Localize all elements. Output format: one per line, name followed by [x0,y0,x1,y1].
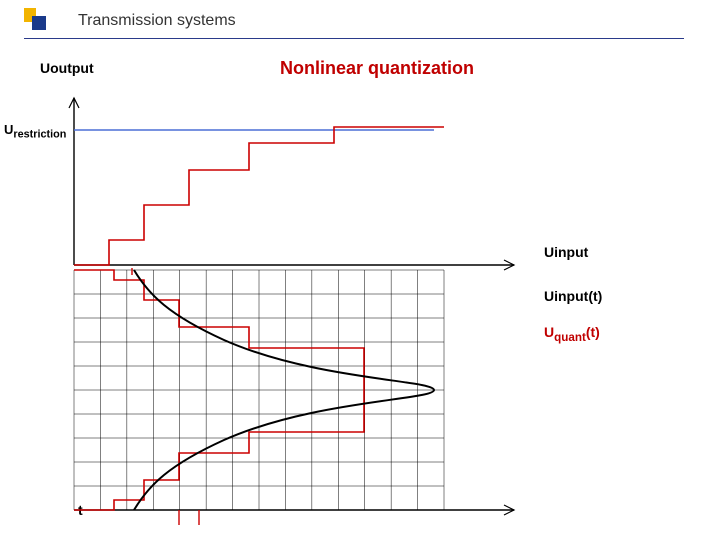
logo-decor [24,8,46,30]
header-rule [24,38,684,39]
main-title: Nonlinear quantization [280,58,474,79]
diagram-svg-wrap [14,90,694,530]
diagram-svg [14,90,694,530]
slide-title: Transmission systems [78,12,236,30]
label-urestriction-u: U [4,122,13,137]
label-uoutput: Uoutput [40,60,94,76]
header: Transmission systems [0,8,720,38]
